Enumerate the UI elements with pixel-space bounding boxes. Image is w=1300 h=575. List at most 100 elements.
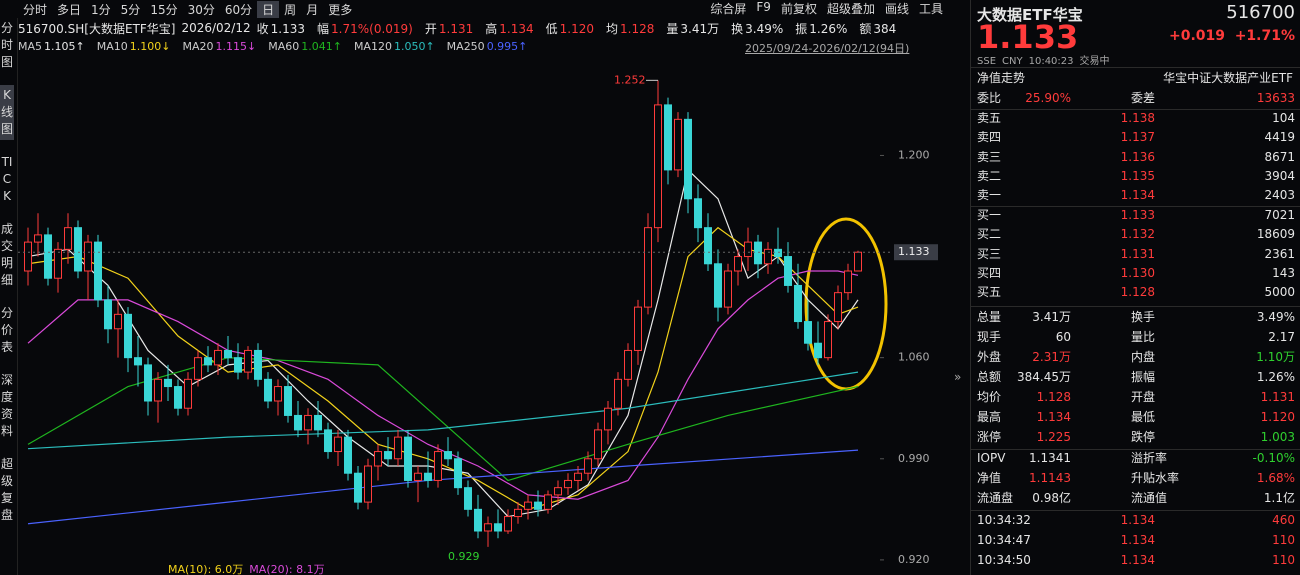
tool-button[interactable]: F9 <box>756 0 771 14</box>
info-label: 换 <box>731 21 744 36</box>
nav-tab: 净值走势 <box>977 71 1026 85</box>
candle-body <box>314 414 322 431</box>
candle-body <box>344 436 352 474</box>
iopv-row: 流通盘 0.98亿 流通值 1.1亿 <box>977 489 1295 508</box>
candle-body <box>614 378 622 409</box>
bid-row-cell: 买三 <box>977 246 1002 261</box>
side-tab[interactable]: TICK <box>1 155 13 203</box>
stat-row-cell: 2.17 <box>1268 330 1295 344</box>
ma-value: 1.041↑ <box>301 40 342 53</box>
candle-body <box>274 386 282 402</box>
ma-name: MA250 <box>446 40 485 53</box>
y-tick-label: 0.990 <box>898 452 930 465</box>
tool-button[interactable]: 画线 <box>884 2 909 16</box>
ma-legend-item: MA60 1.041↑ <box>268 40 348 56</box>
y-tick-label: 1.200 <box>898 148 930 161</box>
ratio-row-cell: 委差 <box>1131 91 1156 105</box>
period-tab[interactable]: 30分 <box>187 2 215 17</box>
ask-row: 卖二 1.135 3904 <box>977 167 1295 186</box>
ma-name: MA60 <box>268 40 300 53</box>
info-label: 量 <box>666 21 679 36</box>
last-price-box <box>894 244 938 261</box>
tool-button[interactable]: 综合屏 <box>710 2 747 16</box>
candle-body <box>94 241 102 301</box>
side-tab[interactable]: K线图 <box>0 85 14 140</box>
period-tab[interactable]: 1分 <box>91 2 111 17</box>
candle-body <box>334 436 342 453</box>
stat-row-cell: 2.31万 <box>1032 350 1071 364</box>
stat-row-cell: 3.49% <box>1256 310 1295 324</box>
info-item: 开 1.131 <box>425 20 479 37</box>
candle-body <box>514 508 522 518</box>
volume-legend-item: MA(10): 6.0万 <box>168 563 243 575</box>
ma-line <box>27 371 859 450</box>
date: 2026/02/12 <box>181 21 251 35</box>
bid-row-cell: 买一 <box>977 208 1002 222</box>
candle-body <box>424 472 432 481</box>
candle-body <box>594 429 602 460</box>
candle-body <box>744 241 752 258</box>
side-tab[interactable]: 超级复盘 <box>0 457 13 522</box>
price: 1.133 <box>977 18 1079 56</box>
bid-row-cell: 1.130 <box>1120 265 1155 280</box>
ask-row-cell: 1.138 <box>1120 111 1155 125</box>
ma-line <box>27 449 859 525</box>
side-tab[interactable]: 分时图 <box>0 21 13 69</box>
tool-button[interactable]: 工具 <box>918 2 943 16</box>
info-label: 幅 <box>317 21 330 36</box>
stat-row-cell: 均价 <box>977 390 1002 404</box>
stat-row-cell: 1.128 <box>1036 390 1071 404</box>
tool-button[interactable]: 超级叠加 <box>826 2 875 16</box>
volume-legend-item: MA(20): 8.1万 <box>249 563 324 575</box>
period-tab[interactable]: 多日 <box>57 2 82 17</box>
period-tab[interactable]: 日 <box>257 0 280 18</box>
candle-body <box>654 104 662 229</box>
candle-body <box>454 458 462 489</box>
iopv-row-cell: 流通盘 <box>977 491 1014 505</box>
info-item: 高 1.134 <box>485 20 539 37</box>
period-tab[interactable]: 周 <box>284 2 297 17</box>
stat-row: 最高 1.134 最低 1.120 <box>977 408 1295 427</box>
side-tab[interactable]: 分价表 <box>0 306 13 354</box>
kline-chart: 1.200 1.060 0.990 0.920 1.133 1.252 0.929 MA(10… <box>18 73 938 575</box>
bid-row: 买三 1.131 2361 <box>977 245 1295 264</box>
tool-button[interactable]: 前复权 <box>780 2 817 16</box>
fund-name: 大数据ETF华宝 <box>977 6 1083 24</box>
tick-row-cell: 10:34:50 <box>977 553 1031 567</box>
candle-body <box>404 436 412 481</box>
candle-body <box>444 451 452 460</box>
ratio-row: 委比 25.90% 委差 13633 <box>977 89 1295 108</box>
ask-row-cell: 104 <box>1272 111 1295 125</box>
info-item: 收 1.133 <box>257 20 311 37</box>
expand-arrow[interactable]: » <box>954 370 962 384</box>
stat-row-cell: 1.10万 <box>1256 350 1295 364</box>
sep <box>971 67 1300 68</box>
period-tab[interactable]: 5分 <box>120 2 141 17</box>
bid-row-cell: 买二 <box>977 227 1002 242</box>
bid-row-cell: 买四 <box>977 265 1002 280</box>
info-label: 高 <box>485 21 498 36</box>
side-tab[interactable]: 成交明细 <box>0 222 13 287</box>
period-tab[interactable]: 60分 <box>224 2 253 17</box>
iopv-row-cell: 1.68% <box>1256 471 1295 485</box>
period-tab[interactable]: 更多 <box>328 2 353 17</box>
period-tab[interactable]: 分时 <box>23 2 48 17</box>
side-tab[interactable]: 深度资料 <box>0 373 13 438</box>
stat-row-cell: 最低 <box>1131 410 1156 424</box>
ma-value: 0.995↑ <box>486 40 528 53</box>
candle-body <box>214 349 222 366</box>
stat-row-cell: 现手 <box>977 330 1002 344</box>
period-tab[interactable]: 月 <box>306 2 319 17</box>
candle-body <box>394 436 402 460</box>
candle-body <box>264 378 272 402</box>
candle-body <box>764 248 772 265</box>
bid-row: 买二 1.132 18609 <box>977 225 1295 244</box>
tick-row-cell: 110 <box>1272 533 1295 547</box>
sep <box>971 109 1300 110</box>
iopv-row: IOPV 1.1341 溢折率 -0.10% <box>977 449 1295 468</box>
info-label: 额 <box>859 21 872 36</box>
candle-body <box>414 472 422 481</box>
period-tab[interactable]: 15分 <box>150 2 178 17</box>
bid-row-cell: 1.133 <box>1120 208 1155 222</box>
